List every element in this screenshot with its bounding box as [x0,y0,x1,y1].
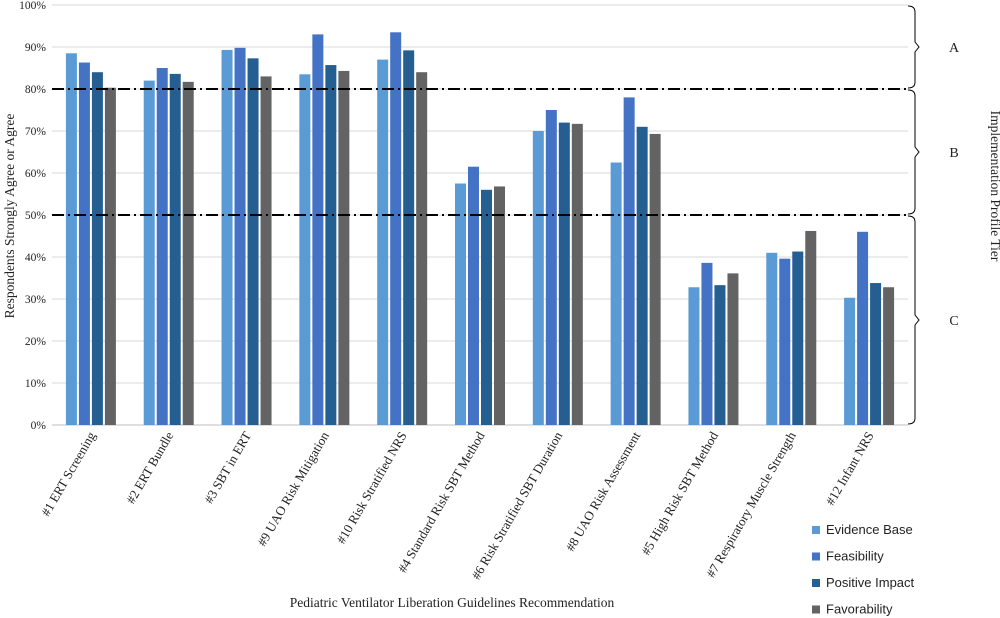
y-tick-label: 80% [25,84,47,96]
y-tick-label: 10% [25,378,47,390]
x-axis-title: Pediatric Ventilator Liberation Guidelin… [290,595,615,610]
category-label: #3 SBT in ERT [201,429,254,506]
bar [727,273,739,425]
bar [857,231,869,425]
legend-swatch [812,552,820,561]
bar [779,258,791,425]
bar [610,162,622,425]
bar [468,166,479,425]
bar [636,126,648,426]
legend-label: Favorability [826,602,893,617]
tier-brace [907,89,920,215]
bar [325,65,337,425]
legend-label: Feasibility [826,549,884,564]
y-tick-label: 30% [25,294,47,306]
bar [377,59,389,425]
bar [766,252,778,425]
bar [805,230,817,425]
threshold-lines [52,88,908,216]
bar [481,189,492,425]
bar [104,87,116,426]
tier-brace [907,215,920,425]
y-axis-title: Respondents Strongly Agree or Agree [2,114,17,319]
y-tick-label: 60% [25,168,47,180]
category-label: #1 ERT Screening [38,429,99,519]
bar [870,283,882,425]
category-label: #8 UAO Risk Assessment [563,429,644,554]
category-label: #12 Infant NRS [823,429,877,508]
bars [65,32,895,426]
y-tick-label: 20% [25,336,47,348]
bar [714,285,726,425]
bar [571,123,583,426]
y-tick-labels: 0% 10% 20% 30% 40% 50% 60% 70% 80% 90% 100% [19,0,46,432]
category-labels: #1 ERT Screening #2 ERT Bundle #3 SBT in E… [38,429,877,582]
category-label: #6 Risk Stratified SBT Duration [468,429,565,582]
legend-swatch [812,605,820,614]
bar [169,73,181,425]
legend-label: Positive Impact [826,575,915,590]
bar [65,53,77,426]
bar [234,47,246,426]
bar [545,110,557,425]
y-tick-label: 0% [31,420,47,432]
category-label: #7 Respiratory Muscle Strength [703,429,799,580]
bar [260,76,272,426]
category-label: #4 Standard Risk SBT Method [395,429,488,576]
bar [247,58,259,426]
bar [299,74,311,426]
legend-swatch [812,579,820,587]
bar [558,122,570,425]
bar [792,251,804,425]
bar [91,72,103,425]
bar [221,49,233,425]
bar [416,72,428,425]
bar [688,287,700,425]
bar [455,183,466,425]
bar [883,287,895,425]
y2-axis-title: Implementation Profile Tier [988,111,1000,262]
bar [182,81,194,426]
category-label: #2 ERT Bundle [123,429,176,506]
tier-label: B [949,146,958,161]
category-label: #5 High Risk SBT Method [638,429,721,558]
legend-label: Evidence Base [826,522,913,537]
y-tick-label: 100% [19,0,46,12]
tier-braces: A B C [907,5,960,425]
tier-label: A [949,41,960,56]
y-tick-label: 90% [25,42,47,54]
bar [143,80,155,425]
bar [338,70,350,425]
legend: Evidence Base Feasibility Positive Impact F… [812,522,915,617]
tier-brace [907,5,920,89]
bar [390,32,402,426]
bar [494,186,505,425]
bar [701,262,713,425]
bar [623,97,635,426]
bar [649,133,661,425]
category-label: #9 UAO Risk Mitigation [254,429,332,549]
bar [78,62,90,425]
y-tick-label: 70% [25,126,47,138]
y-tick-label: 40% [25,252,47,264]
category-label: #10 Risk Stratified NRS [333,429,409,546]
bar [403,50,415,426]
bar [844,297,856,425]
tier-label: C [949,314,958,329]
bar [156,68,168,425]
y-tick-label: 50% [25,210,47,222]
legend-swatch [812,526,820,534]
bar [312,34,324,426]
bar [532,131,544,425]
